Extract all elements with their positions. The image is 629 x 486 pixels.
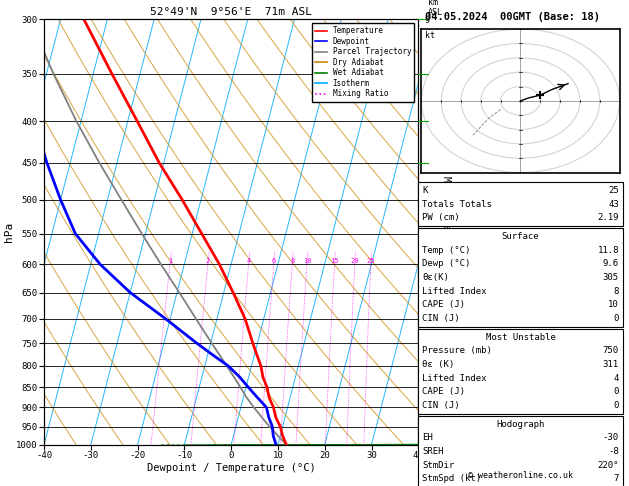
Text: 750: 750 — [603, 347, 619, 355]
Text: 25: 25 — [608, 186, 619, 195]
Text: EH: EH — [422, 434, 433, 442]
Text: 15: 15 — [330, 258, 339, 264]
Text: 8: 8 — [290, 258, 294, 264]
Text: © weatheronline.co.uk: © weatheronline.co.uk — [468, 471, 573, 480]
Legend: Temperature, Dewpoint, Parcel Trajectory, Dry Adiabat, Wet Adiabat, Isotherm, Mi: Temperature, Dewpoint, Parcel Trajectory… — [312, 23, 415, 102]
Text: 305: 305 — [603, 273, 619, 282]
Text: θε (K): θε (K) — [422, 360, 454, 369]
Text: θε(K): θε(K) — [422, 273, 449, 282]
Text: km
ASL: km ASL — [428, 0, 443, 17]
Text: Dewp (°C): Dewp (°C) — [422, 260, 470, 268]
Text: -30: -30 — [603, 434, 619, 442]
X-axis label: Dewpoint / Temperature (°C): Dewpoint / Temperature (°C) — [147, 463, 316, 473]
Text: 04.05.2024  00GMT (Base: 18): 04.05.2024 00GMT (Base: 18) — [425, 12, 599, 22]
Text: 0: 0 — [613, 314, 619, 323]
Text: K: K — [422, 186, 428, 195]
Text: Surface: Surface — [502, 232, 539, 241]
Text: Totals Totals: Totals Totals — [422, 200, 492, 208]
Text: 20: 20 — [350, 258, 359, 264]
Text: Lifted Index: Lifted Index — [422, 287, 487, 295]
Text: StmDir: StmDir — [422, 461, 454, 469]
Text: Lifted Index: Lifted Index — [422, 374, 487, 382]
Text: CIN (J): CIN (J) — [422, 314, 460, 323]
Text: -8: -8 — [608, 447, 619, 456]
Text: 6: 6 — [272, 258, 276, 264]
Text: 220°: 220° — [598, 461, 619, 469]
Text: 4: 4 — [613, 374, 619, 382]
Text: 0: 0 — [613, 387, 619, 396]
Text: 311: 311 — [603, 360, 619, 369]
Text: CAPE (J): CAPE (J) — [422, 300, 465, 309]
Text: SREH: SREH — [422, 447, 443, 456]
Text: 11.8: 11.8 — [598, 246, 619, 255]
Text: 1: 1 — [168, 258, 172, 264]
Text: Hodograph: Hodograph — [496, 420, 545, 429]
Text: 43: 43 — [608, 200, 619, 208]
Text: CIN (J): CIN (J) — [422, 401, 460, 410]
Text: 7: 7 — [613, 474, 619, 483]
Text: StmSpd (kt): StmSpd (kt) — [422, 474, 481, 483]
Text: Most Unstable: Most Unstable — [486, 333, 555, 342]
Text: 2.19: 2.19 — [598, 213, 619, 222]
Y-axis label: Mixing Ratio (g/kg): Mixing Ratio (g/kg) — [441, 176, 450, 288]
Text: Temp (°C): Temp (°C) — [422, 246, 470, 255]
Text: 10: 10 — [608, 300, 619, 309]
Text: 2: 2 — [206, 258, 210, 264]
Text: 0: 0 — [613, 401, 619, 410]
Text: CAPE (J): CAPE (J) — [422, 387, 465, 396]
Text: 8: 8 — [613, 287, 619, 295]
Text: PW (cm): PW (cm) — [422, 213, 460, 222]
Text: kt: kt — [425, 31, 435, 40]
Text: 9.6: 9.6 — [603, 260, 619, 268]
Text: Pressure (mb): Pressure (mb) — [422, 347, 492, 355]
Text: 4: 4 — [247, 258, 251, 264]
Text: 10: 10 — [303, 258, 311, 264]
Y-axis label: hPa: hPa — [4, 222, 13, 242]
Title: 52°49'N  9°56'E  71m ASL: 52°49'N 9°56'E 71m ASL — [150, 7, 312, 17]
Text: 25: 25 — [367, 258, 375, 264]
